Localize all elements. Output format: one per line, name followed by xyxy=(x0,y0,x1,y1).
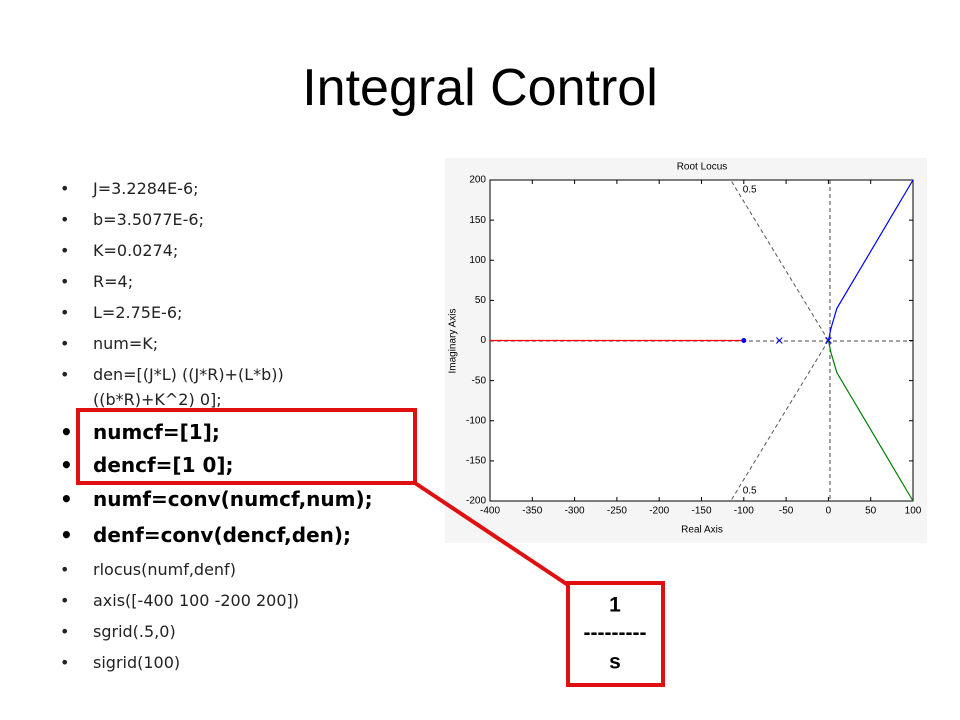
bullet-text: numf=conv(numcf,num); xyxy=(93,487,373,511)
bullet-dot: • xyxy=(60,487,73,511)
y-tick-label: -50 xyxy=(472,375,487,386)
damping-label: 0.5 xyxy=(743,486,757,497)
bullet-dot: • xyxy=(60,560,70,579)
bullet-dot: • xyxy=(60,591,70,610)
y-axis-label: Imaginary Axis xyxy=(448,308,459,373)
x-tick-label: -400 xyxy=(480,506,500,517)
bullet-dot: • xyxy=(60,453,73,477)
bullet-text: numcf=[1]; xyxy=(93,420,220,444)
bullet-dot: • xyxy=(60,420,73,444)
callout-numerator: 1 xyxy=(609,594,621,617)
y-tick-label: 100 xyxy=(469,255,486,266)
bullet-dot: • xyxy=(60,653,70,672)
x-tick-label: -300 xyxy=(565,506,585,517)
bullet-text: den=[(J*L) ((J*R)+(L*b)) ((b*R)+K^2) 0]; xyxy=(93,365,284,409)
bullet-text: denf=conv(dencf,den); xyxy=(93,523,352,547)
x-tick-label: -250 xyxy=(607,506,627,517)
callout-connector xyxy=(413,481,570,587)
bullet-dot: • xyxy=(60,622,70,641)
x-tick-label: -50 xyxy=(779,506,794,517)
x-tick-label: 0 xyxy=(826,506,832,517)
y-tick-label: 0 xyxy=(480,335,486,346)
bullet-dot: • xyxy=(60,272,70,291)
bullet-text: sgrid(.5,0) xyxy=(93,622,176,641)
locus-line xyxy=(827,179,914,341)
y-tick-label: -200 xyxy=(466,496,486,507)
bullet-dot: • xyxy=(60,210,70,229)
y-tick-label: 150 xyxy=(469,215,486,226)
damping-line xyxy=(730,179,829,341)
bullet-dot: • xyxy=(60,334,70,353)
bullet-text: sigrid(100) xyxy=(93,653,181,672)
pole-marker xyxy=(775,337,783,344)
x-tick-label: -200 xyxy=(649,506,669,517)
y-tick-label: 200 xyxy=(469,175,486,186)
locus-line xyxy=(827,340,914,502)
x-axis-label: Real Axis xyxy=(681,525,723,536)
bullet-text: rlocus(numf,denf) xyxy=(93,560,236,579)
x-tick-label: -100 xyxy=(734,506,754,517)
callout-bar: --------- xyxy=(584,622,647,645)
damping-line xyxy=(730,340,829,502)
bullet-text: axis([-400 100 -200 200]) xyxy=(93,591,299,610)
bullet-dot: • xyxy=(60,241,70,260)
bullet-dot: • xyxy=(60,523,73,547)
highlight-box xyxy=(76,408,417,485)
damping-label: 0.5 xyxy=(743,185,757,196)
callout-denominator: s xyxy=(609,651,621,674)
zero-marker xyxy=(741,338,747,343)
y-tick-label: 50 xyxy=(475,295,487,306)
x-tick-label: 50 xyxy=(865,506,877,517)
x-tick-label: -150 xyxy=(691,506,711,517)
x-tick-label: 100 xyxy=(905,506,922,517)
bullet-text: J=3.2284E-6; xyxy=(93,179,199,198)
chart-title: Root Locus xyxy=(677,162,728,173)
bullet-text: L=2.75E-6; xyxy=(93,303,183,322)
bullet-dot: • xyxy=(60,303,70,322)
bullet-text: K=0.0274; xyxy=(93,241,179,260)
bullet-text: R=4; xyxy=(93,272,134,291)
slide-title: Integral Control xyxy=(302,59,658,117)
y-tick-label: -100 xyxy=(466,415,486,426)
bullet-dot: • xyxy=(60,179,70,198)
bullet-dot: • xyxy=(60,365,70,384)
y-tick-label: -150 xyxy=(466,456,486,467)
x-tick-label: -350 xyxy=(522,506,542,517)
bullet-text: dencf=[1 0]; xyxy=(93,453,234,477)
callout-box xyxy=(566,581,665,687)
pole-marker xyxy=(825,337,832,344)
bullet-text: num=K; xyxy=(93,334,159,353)
bullet-text: b=3.5077E-6; xyxy=(93,210,204,229)
